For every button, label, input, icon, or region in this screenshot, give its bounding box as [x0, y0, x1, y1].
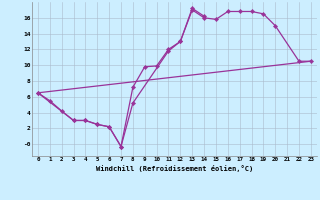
X-axis label: Windchill (Refroidissement éolien,°C): Windchill (Refroidissement éolien,°C)	[96, 165, 253, 172]
